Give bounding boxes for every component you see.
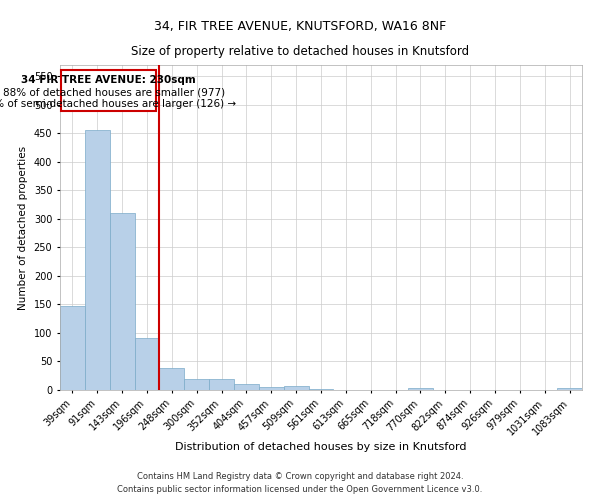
- Bar: [184, 378, 209, 390]
- Text: 34, FIR TREE AVENUE, KNUTSFORD, WA16 8NF: 34, FIR TREE AVENUE, KNUTSFORD, WA16 8NF: [154, 20, 446, 33]
- Text: 11% of semi-detached houses are larger (126) →: 11% of semi-detached houses are larger (…: [0, 100, 236, 110]
- Bar: [408, 388, 433, 390]
- Text: Contains HM Land Registry data © Crown copyright and database right 2024.: Contains HM Land Registry data © Crown c…: [137, 472, 463, 481]
- X-axis label: Distribution of detached houses by size in Knutsford: Distribution of detached houses by size …: [175, 442, 467, 452]
- Bar: [110, 212, 134, 390]
- Text: Size of property relative to detached houses in Knutsford: Size of property relative to detached ho…: [131, 45, 469, 58]
- Bar: [85, 130, 110, 390]
- Bar: [284, 386, 308, 390]
- Bar: [60, 306, 85, 390]
- Text: ← 88% of detached houses are smaller (977): ← 88% of detached houses are smaller (97…: [0, 87, 226, 97]
- Bar: [134, 338, 160, 390]
- Text: 34 FIR TREE AVENUE: 230sqm: 34 FIR TREE AVENUE: 230sqm: [21, 75, 196, 85]
- FancyBboxPatch shape: [61, 70, 156, 110]
- Y-axis label: Number of detached properties: Number of detached properties: [18, 146, 28, 310]
- Bar: [259, 386, 284, 390]
- Bar: [209, 378, 234, 390]
- Text: Contains public sector information licensed under the Open Government Licence v3: Contains public sector information licen…: [118, 485, 482, 494]
- Bar: [557, 388, 582, 390]
- Bar: [234, 384, 259, 390]
- Bar: [308, 389, 334, 390]
- Bar: [160, 368, 184, 390]
